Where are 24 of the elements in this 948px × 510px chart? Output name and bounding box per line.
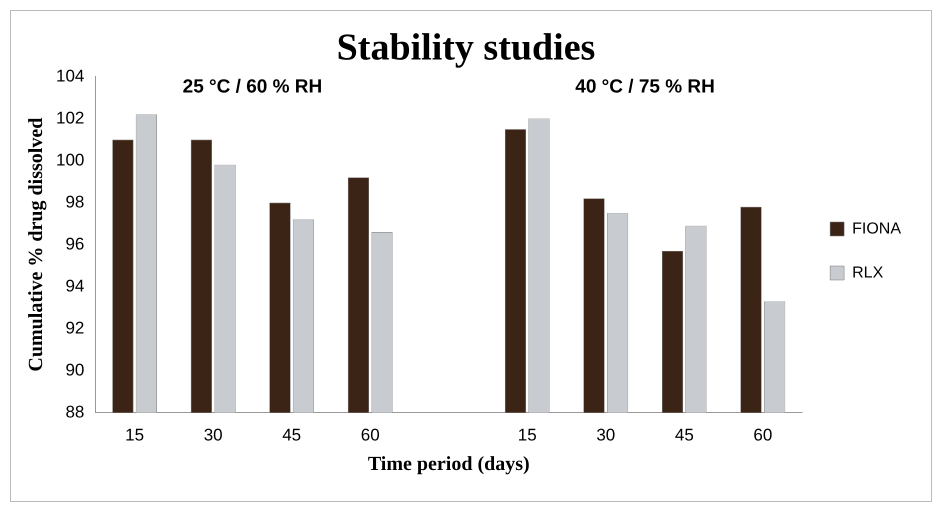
- x-tick-label: 30: [596, 425, 616, 444]
- y-tick-label: 88: [65, 402, 84, 422]
- y-tick-label: 94: [65, 276, 84, 296]
- y-axis-title: Cumulative % drug dissolved: [25, 118, 48, 372]
- x-axis-title: Time period (days): [368, 453, 530, 476]
- annotation: 40 °C / 75 % RH: [575, 76, 715, 98]
- x-tick-label: 45: [674, 425, 694, 444]
- y-tick-label: 104: [56, 66, 84, 86]
- x-tick-label: 30: [204, 425, 223, 444]
- legend-label: FIONA: [852, 220, 902, 238]
- x-tick-label: 60: [360, 425, 380, 444]
- chart-title: Stability studies: [336, 26, 596, 69]
- x-tick-label: 45: [282, 425, 302, 444]
- annotation: 25 °C / 60 % RH: [182, 76, 322, 98]
- y-tick-label: 90: [65, 360, 84, 380]
- y-tick-label: 100: [56, 150, 84, 170]
- y-tick-label: 102: [56, 108, 84, 128]
- x-tick-label: 15: [125, 425, 144, 444]
- x-tick-label: 15: [518, 425, 537, 444]
- legend-label: RLX: [852, 264, 884, 282]
- y-tick-label: 98: [65, 192, 84, 212]
- y-tick-label: 96: [65, 234, 84, 254]
- x-tick-label: 60: [753, 425, 772, 444]
- y-tick-label: 92: [65, 318, 84, 338]
